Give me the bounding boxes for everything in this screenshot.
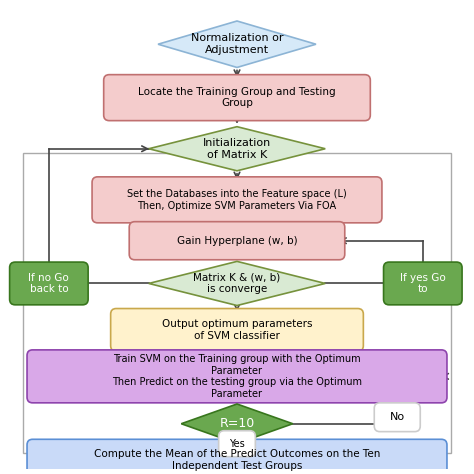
Polygon shape [149, 127, 325, 171]
FancyBboxPatch shape [27, 350, 447, 403]
Text: Set the Databases into the Feature space (L)
Then, Optimize SVM Parameters Via F: Set the Databases into the Feature space… [127, 189, 347, 210]
Text: Compute the Mean of the Predict Outcomes on the Ten
Independent Test Groups: Compute the Mean of the Predict Outcomes… [94, 449, 380, 471]
Text: Yes: Yes [229, 439, 245, 449]
FancyBboxPatch shape [110, 309, 364, 351]
FancyBboxPatch shape [383, 262, 462, 305]
Text: Normalization or
Adjustment: Normalization or Adjustment [191, 34, 283, 55]
Text: If no Go
back to: If no Go back to [28, 273, 69, 294]
Polygon shape [158, 21, 316, 67]
Polygon shape [149, 261, 325, 306]
FancyBboxPatch shape [129, 222, 345, 260]
Text: Output optimum parameters
of SVM classifier: Output optimum parameters of SVM classif… [162, 319, 312, 341]
Polygon shape [181, 404, 293, 444]
Text: No: No [390, 412, 405, 422]
Text: R=10: R=10 [219, 417, 255, 430]
Bar [23, 154, 451, 453]
FancyBboxPatch shape [27, 439, 447, 474]
Text: Locate the Training Group and Testing
Group: Locate the Training Group and Testing Gr… [138, 87, 336, 109]
FancyBboxPatch shape [219, 431, 255, 457]
Text: Train SVM on the Training group with the Optimum
Parameter
Then Predict on the t: Train SVM on the Training group with the… [112, 354, 362, 399]
FancyBboxPatch shape [92, 177, 382, 223]
Text: Gain Hyperplane (w, b): Gain Hyperplane (w, b) [177, 236, 297, 246]
FancyBboxPatch shape [9, 262, 88, 305]
Text: Matrix K & (w, b)
is converge: Matrix K & (w, b) is converge [193, 273, 281, 294]
FancyBboxPatch shape [374, 403, 420, 432]
Text: If yes Go
to: If yes Go to [400, 273, 446, 294]
FancyBboxPatch shape [104, 74, 370, 121]
Text: Initialization
of Matrix K: Initialization of Matrix K [203, 138, 271, 160]
